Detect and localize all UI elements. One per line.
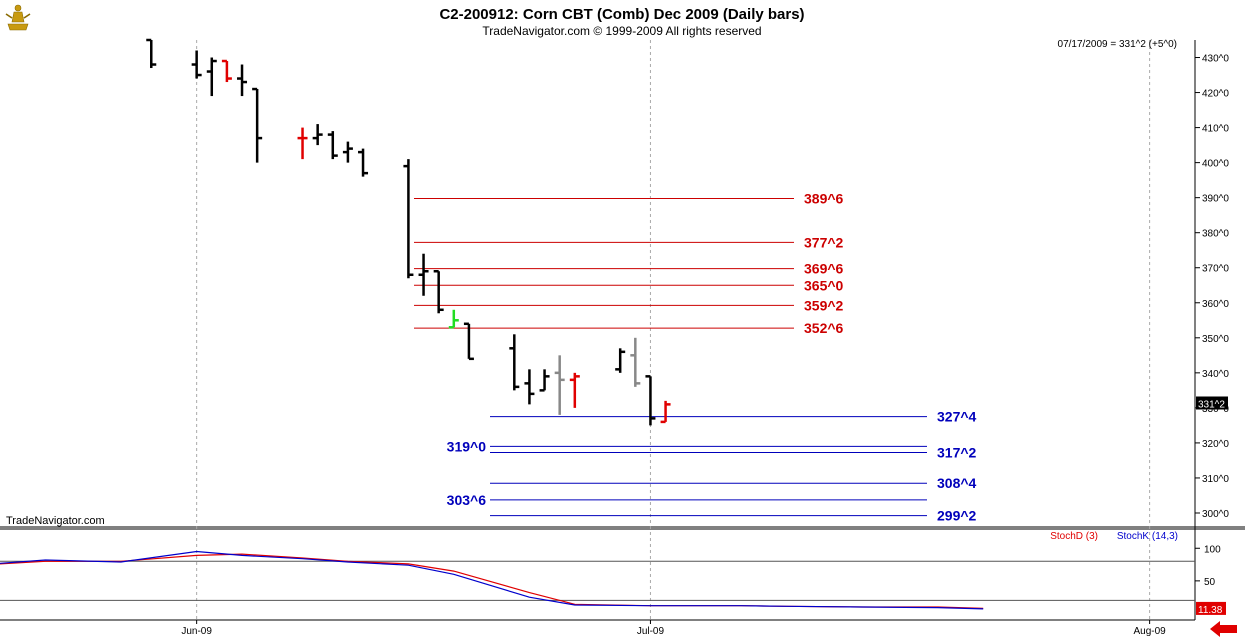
scroll-left-button[interactable] [1210, 621, 1237, 637]
stochastic-reference-lines [0, 560, 1195, 601]
last-quote-label: 07/17/2009 = 331^2 (+5^0) [1058, 39, 1177, 50]
ohlc-bar [554, 355, 565, 415]
trader-figure-logo-icon [5, 4, 31, 31]
left-arrow-icon[interactable] [1210, 621, 1237, 637]
price-level-label: 365^0 [804, 277, 844, 293]
watermark: TradeNavigator.com [6, 515, 105, 527]
ohlc-bar [146, 38, 157, 69]
stochastic-last-marker [1196, 601, 1226, 615]
chart-title: C2-200912: Corn CBT (Comb) Dec 2009 (Dai… [439, 6, 804, 23]
ohlc-bar [342, 141, 353, 163]
last-price-label: 331^2 [1198, 399, 1225, 410]
ohlc-bar [645, 375, 656, 426]
price-level-label: 389^6 [804, 191, 844, 207]
ohlc-bar [539, 369, 550, 392]
ohlc-bar [206, 57, 217, 97]
price-level-label: 352^6 [804, 320, 844, 336]
stochk-series-line [0, 550, 984, 610]
ohlc-bar [358, 148, 369, 177]
price-level-label: 317^2 [937, 445, 977, 461]
price-axis-label: 380^0 [1202, 229, 1229, 240]
price-axis-label: 310^0 [1202, 474, 1229, 485]
price-level-label: 299^2 [937, 508, 977, 524]
ohlc-bar [630, 337, 641, 387]
stochastic-axis: 100 50 11.38 [1195, 544, 1226, 616]
ohlc-bar [448, 309, 459, 329]
legend-stochd: StochD (3) [1050, 531, 1098, 542]
price-axis-label: 430^0 [1202, 54, 1229, 65]
price-axis-label: 300^0 [1202, 509, 1229, 520]
ohlc-bar [312, 124, 323, 146]
ohlc-bar [463, 322, 474, 361]
chart-subtitle: TradeNavigator.com © 1999-2009 All right… [482, 24, 761, 38]
price-axis-label: 390^0 [1202, 194, 1229, 205]
ohlc-bar [660, 400, 671, 424]
stochastic-legend: StochD (3) StochK (14,3) [1050, 531, 1178, 542]
ohlc-bar [403, 159, 414, 279]
price-axis: 300^0310^0320^0330^0340^0350^0360^0370^0… [1195, 54, 1229, 520]
ohlc-bar [252, 87, 263, 163]
ohlc-bar [524, 369, 535, 405]
price-level-label: 377^2 [804, 234, 844, 250]
price-level-label: 327^4 [937, 409, 977, 425]
price-level-label: 359^2 [804, 297, 844, 313]
price-level-label: 303^6 [447, 492, 487, 508]
price-axis-label: 410^0 [1202, 124, 1229, 135]
price-bars [146, 38, 671, 426]
price-axis-label: 370^0 [1202, 264, 1229, 275]
legend-stochk: StochK (14,3) [1117, 531, 1178, 542]
date-axis: Jun-09 Jul-09 Aug-09 [181, 620, 1166, 637]
price-axis-label: 420^0 [1202, 89, 1229, 100]
price-level-label: 308^4 [937, 475, 977, 491]
price-axis-label: 360^0 [1202, 299, 1229, 310]
date-axis-label: Jun-09 [181, 626, 212, 637]
price-axis-label: 320^0 [1202, 439, 1229, 450]
ohlc-bar [327, 131, 338, 160]
ohlc-bar [191, 50, 202, 79]
chart-frames [0, 40, 1245, 621]
date-axis-label: Jul-09 [637, 626, 665, 637]
stochastic-lines [0, 550, 984, 610]
ohlc-bar [418, 253, 429, 296]
stochastic-axis-label: 50 [1204, 577, 1216, 588]
price-axis-label: 350^0 [1202, 334, 1229, 345]
ohlc-bar [509, 334, 520, 391]
price-level-label: 319^0 [447, 438, 487, 454]
logo [3, 3, 35, 33]
price-axis-label: 400^0 [1202, 159, 1229, 170]
stochastic-axis-label: 100 [1204, 544, 1221, 555]
ohlc-bar [433, 269, 444, 314]
ohlc-bar [569, 372, 580, 408]
price-grid [196, 40, 1151, 620]
ohlc-bar [297, 127, 308, 160]
ohlc-bar [221, 59, 232, 83]
stochastic-last-label: 11.38 [1198, 605, 1223, 616]
price-level-label: 369^6 [804, 261, 844, 277]
last-price-marker [1196, 396, 1228, 410]
date-axis-label: Aug-09 [1133, 626, 1166, 637]
ohlc-bar [615, 348, 626, 373]
price-axis-label: 340^0 [1202, 369, 1229, 380]
ohlc-bar [237, 64, 248, 97]
